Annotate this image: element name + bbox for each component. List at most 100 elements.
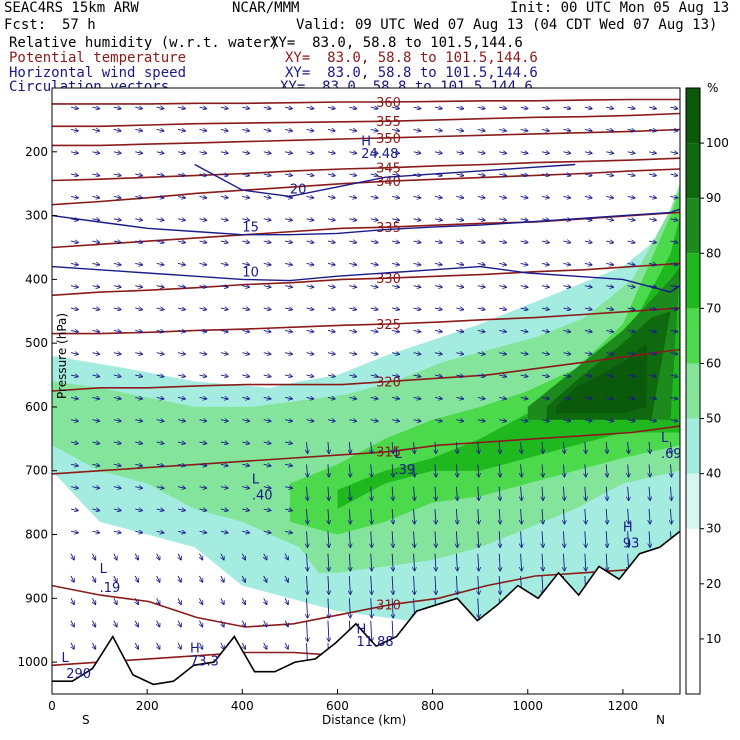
wind-vector <box>92 420 99 422</box>
wind-vector <box>648 397 656 399</box>
wind-vector <box>327 420 335 422</box>
wind-vector <box>199 241 206 243</box>
wind-vector <box>220 531 228 533</box>
wind-vector <box>606 330 613 332</box>
wind-vector <box>648 152 656 154</box>
wind-vector <box>520 219 528 221</box>
wind-vector <box>113 174 121 176</box>
wind-vector <box>477 263 485 265</box>
wind-vector <box>135 464 142 466</box>
wind-vector <box>263 375 271 377</box>
wind-vector <box>113 330 121 332</box>
wind-vector <box>628 508 629 524</box>
wind-vector <box>563 241 570 243</box>
wind-vector <box>370 308 378 310</box>
wind-vector <box>434 196 442 198</box>
wind-vector <box>242 420 249 422</box>
wind-vector <box>327 174 335 176</box>
wind-vector <box>392 553 393 571</box>
wind-vector <box>584 152 592 154</box>
wind-vector <box>477 107 485 109</box>
wind-vector <box>263 531 271 533</box>
valid-time: Valid: 09 UTC Wed 07 Aug 13 (04 CDT Wed … <box>296 17 718 33</box>
theta-label-360: 360 <box>376 96 401 111</box>
wind-vector <box>113 397 121 399</box>
wind-vector <box>456 353 463 355</box>
wind-vector <box>499 286 506 288</box>
wind-vector <box>70 286 78 288</box>
wind-vector <box>499 553 500 571</box>
wind-vector <box>648 129 656 131</box>
wind-vector <box>113 107 121 109</box>
wind-vector <box>414 486 415 501</box>
wind-vector <box>135 308 142 310</box>
wind-vector <box>285 620 288 627</box>
terrain <box>52 530 680 694</box>
wind-vector <box>70 129 78 131</box>
wind-vector <box>627 129 635 131</box>
wind-vector <box>113 464 121 466</box>
wind-vector <box>92 107 99 109</box>
wind-speed-contours: 10 15 20 <box>52 163 680 293</box>
wind-vector <box>434 107 442 109</box>
wind-vector <box>306 375 314 377</box>
wind-vector <box>285 531 292 533</box>
colorbar-label: 40 <box>706 467 721 481</box>
wind-vector <box>177 152 185 154</box>
wind-vector <box>349 174 356 176</box>
wind-vector <box>285 375 292 377</box>
annotation-16: L <box>62 651 70 666</box>
wind-vector <box>135 263 142 265</box>
wind-vector <box>563 441 564 453</box>
wind-vector <box>177 129 185 131</box>
wind-vector <box>606 286 613 288</box>
wind-vector <box>413 219 421 221</box>
wind-vector <box>327 353 335 355</box>
wind-vector <box>478 486 479 501</box>
wind-vector <box>371 508 372 524</box>
wind-vector <box>70 397 78 399</box>
wind-vector <box>541 129 549 131</box>
wind-vector <box>563 174 570 176</box>
wind-vector <box>670 219 677 221</box>
wind-vector <box>499 486 500 501</box>
wind-vector <box>135 397 142 399</box>
wind-vector <box>135 174 142 176</box>
wind-vector <box>114 598 117 604</box>
wind-vector <box>328 575 329 594</box>
wind-vector <box>477 174 485 176</box>
wind-vector <box>349 196 356 198</box>
axes: 0 200 400 600 800 1000 1200 200 300 400 500 600 700 8… <box>17 145 638 713</box>
field-name-rh: Relative humidity (w.r.t. water) <box>9 35 279 51</box>
annotation-9: 73.3 <box>190 654 219 669</box>
wind-vector <box>199 531 206 533</box>
wind-vector <box>370 353 378 355</box>
wind-vector <box>499 129 506 131</box>
wind-vector <box>220 397 228 399</box>
wind-vector <box>392 441 393 453</box>
wind-vector <box>456 286 463 288</box>
wind-vector <box>434 330 442 332</box>
wind-speed-label-10: 10 <box>242 265 259 280</box>
wind-vector <box>499 219 506 221</box>
wind-vector <box>370 375 378 377</box>
wind-vector <box>70 174 78 176</box>
wind-vector <box>434 375 442 377</box>
annotation-7: .69 <box>661 447 682 462</box>
wind-vector <box>563 508 564 524</box>
wind-vector <box>456 152 463 154</box>
wind-vector <box>220 353 228 355</box>
wind-vector <box>349 553 350 571</box>
colorbar-bin <box>686 638 700 694</box>
wind-vector <box>542 441 543 453</box>
wind-vector <box>563 129 570 131</box>
colorbar-bin <box>686 363 700 419</box>
wind-vector <box>435 508 436 524</box>
annotation-6: L <box>661 431 669 446</box>
wind-vector <box>177 174 185 176</box>
wind-vector <box>435 575 436 594</box>
wind-vector <box>327 286 335 288</box>
wind-vector <box>263 487 271 489</box>
wind-vector <box>307 598 308 617</box>
